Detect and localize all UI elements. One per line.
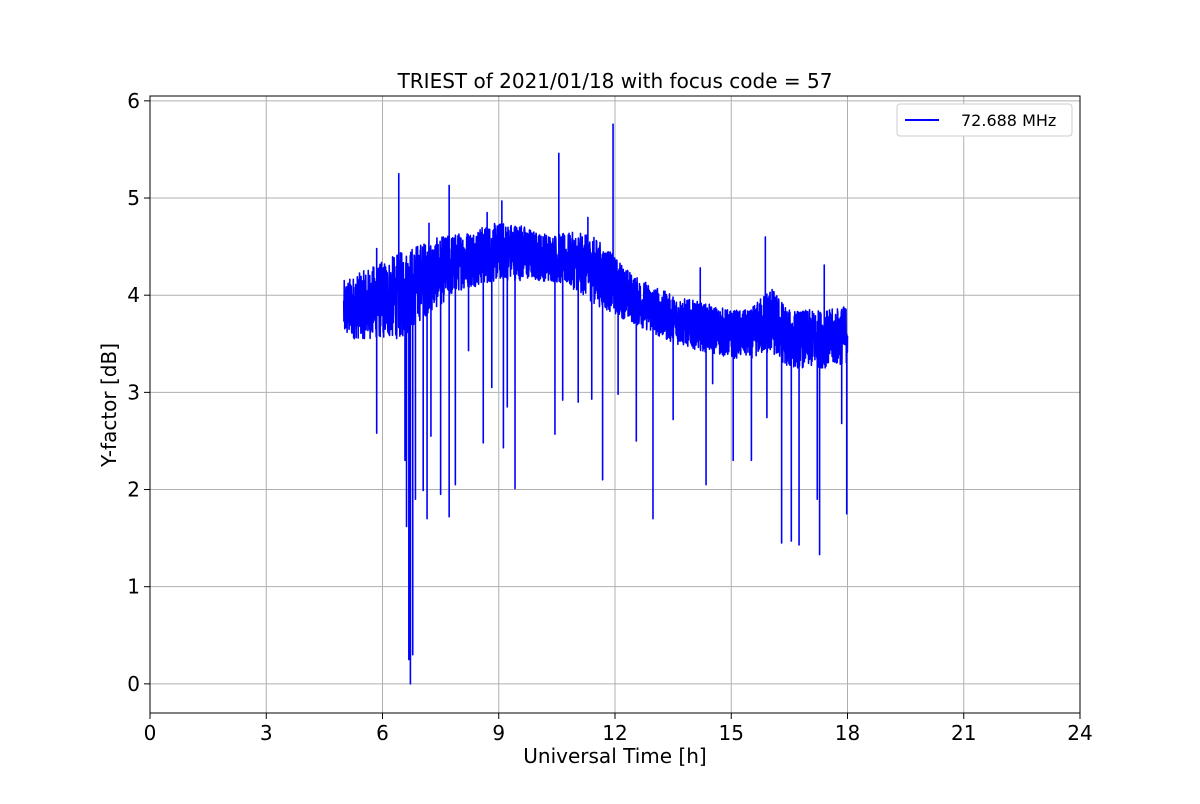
legend-box	[896, 103, 1073, 137]
x-tick-label: 3	[260, 721, 273, 745]
legend-label: 72.688 MHz	[961, 111, 1056, 130]
series-layer	[342, 123, 849, 685]
y-tick-label: 4	[127, 283, 140, 307]
y-tick-label: 2	[127, 478, 140, 502]
legend: 72.688 MHz	[896, 103, 1073, 137]
x-tick-layer: 0 3 6 9 12 15 18 21 24	[144, 713, 1093, 745]
x-tick-label: 24	[1067, 721, 1092, 745]
chart-title: TRIEST of 2021/01/18 with focus code = 5…	[397, 69, 833, 93]
x-tick-label: 18	[835, 721, 860, 745]
x-tick-label: 21	[951, 721, 976, 745]
x-tick-label: 15	[719, 721, 744, 745]
y-tick-layer: 0 1 2 3 4 5 6	[127, 89, 150, 696]
y-tick-label: 0	[127, 672, 140, 696]
x-axis-title: Universal Time [h]	[523, 744, 706, 768]
y-tick-label: 6	[127, 89, 140, 113]
series-line-72688-mhz	[342, 123, 849, 685]
y-tick-label: 3	[127, 380, 140, 404]
y-tick-label: 1	[127, 575, 140, 599]
y-tick-label: 5	[127, 186, 140, 210]
x-tick-label: 12	[602, 721, 627, 745]
x-tick-label: 9	[492, 721, 505, 745]
x-tick-label: 0	[144, 721, 157, 745]
y-axis-title: Y-factor [dB]	[97, 343, 121, 468]
x-tick-label: 6	[376, 721, 389, 745]
